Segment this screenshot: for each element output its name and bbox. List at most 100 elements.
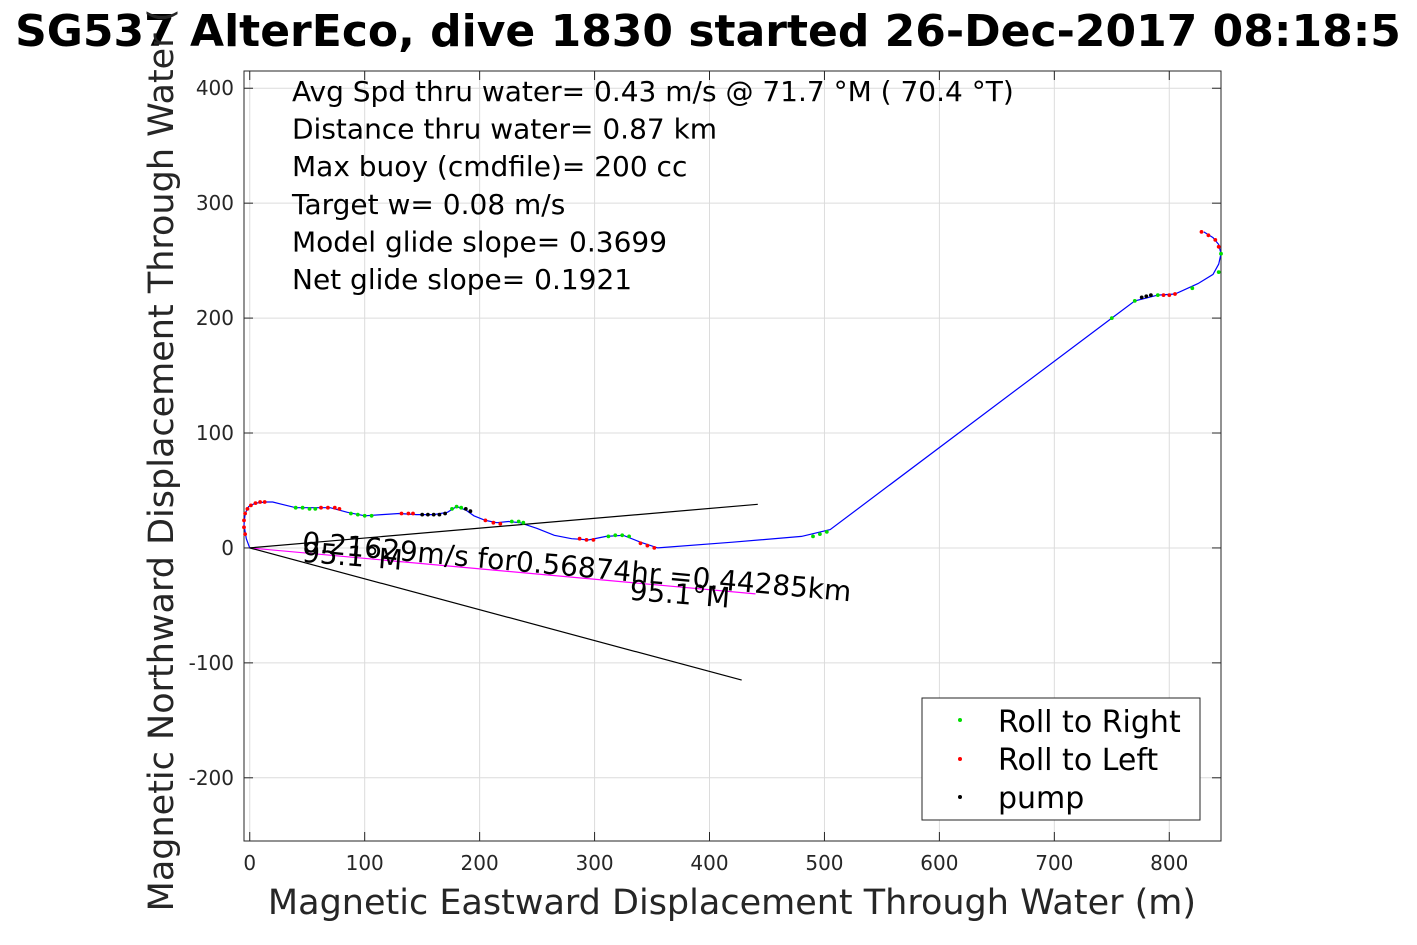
marker-roll-right bbox=[613, 533, 618, 538]
plot-area bbox=[243, 70, 1222, 842]
legend-roll-right-marker bbox=[958, 718, 962, 722]
marker-pump bbox=[1149, 293, 1153, 297]
y-tick-label: 200 bbox=[196, 306, 234, 330]
marker-roll-left bbox=[483, 518, 488, 523]
marker-pump bbox=[431, 512, 436, 517]
legend-roll-left-marker bbox=[958, 757, 962, 761]
marker-roll-left bbox=[406, 511, 411, 516]
x-tick-label: 800 bbox=[1150, 851, 1188, 875]
y-tick-label: 300 bbox=[196, 191, 234, 215]
marker-roll-left bbox=[652, 546, 657, 550]
marker-roll-right bbox=[818, 532, 822, 536]
marker-roll-left bbox=[1206, 233, 1211, 238]
marker-roll-right bbox=[300, 505, 305, 510]
marker-roll-left bbox=[262, 500, 267, 504]
marker-roll-left bbox=[1161, 293, 1166, 297]
y-tick-label: -200 bbox=[189, 766, 234, 790]
x-tick-label: 100 bbox=[346, 851, 384, 875]
marker-roll-left bbox=[249, 503, 253, 508]
x-tick-label: 400 bbox=[690, 851, 728, 875]
x-axis-label: Magnetic Eastward Displacement Through W… bbox=[268, 883, 1196, 923]
marker-roll-right bbox=[459, 505, 464, 510]
series-projected-track bbox=[249, 547, 756, 595]
marker-pump bbox=[1144, 294, 1149, 299]
stats-text: Avg Spd thru water= 0.43 m/s @ 71.7 °M (… bbox=[291, 75, 1014, 296]
marker-roll-right bbox=[307, 507, 312, 511]
marker-roll-left bbox=[337, 507, 342, 511]
marker-roll-left bbox=[498, 521, 503, 526]
legend-roll-right-label: Roll to Right bbox=[998, 705, 1181, 740]
y-tick-label: 100 bbox=[196, 421, 234, 445]
marker-roll-right bbox=[627, 534, 631, 539]
marker-roll-right bbox=[349, 511, 353, 516]
marker-roll-left bbox=[326, 505, 330, 510]
marker-roll-left bbox=[645, 543, 650, 548]
marker-roll-right bbox=[355, 512, 360, 517]
marker-roll-left bbox=[399, 511, 404, 516]
marker-pump bbox=[463, 507, 468, 511]
marker-roll-left bbox=[1173, 292, 1177, 296]
marker-pump bbox=[420, 512, 425, 517]
marker-pump bbox=[468, 509, 473, 514]
legend-pump-label: pump bbox=[998, 781, 1084, 816]
marker-roll-left bbox=[1216, 244, 1221, 249]
marker-roll-right bbox=[811, 534, 815, 539]
x-ticks: 0 100 200 300 400 500 600 700 800 bbox=[243, 71, 1188, 875]
marker-roll-right bbox=[1132, 299, 1137, 303]
y-tick-label: 0 bbox=[221, 536, 234, 560]
marker-roll-right bbox=[1190, 286, 1195, 291]
marker-roll-right bbox=[1155, 293, 1160, 297]
marker-roll-right bbox=[293, 505, 298, 510]
marker-pump bbox=[437, 512, 442, 517]
x-tick-label: 700 bbox=[1035, 851, 1073, 875]
marker-roll-left bbox=[638, 541, 643, 546]
marker-roll-left bbox=[577, 536, 582, 541]
x-tick-label: 0 bbox=[243, 851, 256, 875]
marker-roll-left bbox=[591, 538, 596, 542]
stats-line: Target w= 0.08 m/s bbox=[291, 188, 565, 221]
y-tick-label: 400 bbox=[196, 76, 234, 100]
marker-roll-left bbox=[411, 511, 415, 516]
stats-line: Max buoy (cmdfile)= 200 cc bbox=[292, 150, 687, 183]
legend-pump-marker bbox=[958, 795, 962, 799]
chart-title: SG537 AlterEco, dive 1830 started 26-Dec… bbox=[15, 6, 1401, 57]
marker-roll-left bbox=[319, 505, 323, 510]
marker-roll-left bbox=[243, 532, 248, 536]
marker-roll-right bbox=[606, 534, 611, 539]
marker-roll-left bbox=[1213, 238, 1218, 242]
marker-roll-left bbox=[242, 525, 246, 530]
stats-line: Model glide slope= 0.3699 bbox=[292, 225, 667, 258]
data-layer bbox=[242, 230, 1223, 681]
series-wedge-line bbox=[249, 503, 758, 549]
grid bbox=[244, 71, 1221, 841]
track-annotation: 95.1°M bbox=[628, 574, 731, 615]
track-annotation: 95.1°M bbox=[301, 536, 404, 577]
marker-roll-right bbox=[313, 507, 318, 511]
x-tick-label: 300 bbox=[575, 851, 613, 875]
x-tick-label: 600 bbox=[920, 851, 958, 875]
marker-roll-left bbox=[1199, 230, 1204, 234]
marker-roll-right bbox=[450, 507, 454, 511]
marker-roll-right bbox=[521, 520, 526, 525]
marker-roll-right bbox=[1219, 251, 1223, 256]
marker-roll-left bbox=[245, 507, 250, 511]
marker-roll-right bbox=[1216, 270, 1221, 274]
marker-roll-left bbox=[491, 520, 496, 525]
marker-roll-left bbox=[584, 538, 589, 542]
marker-roll-right bbox=[509, 519, 514, 524]
marker-pump bbox=[443, 511, 447, 516]
marker-roll-right bbox=[362, 513, 367, 518]
marker-roll-right bbox=[824, 530, 829, 534]
legend: Roll to Right Roll to Left pump bbox=[921, 697, 1201, 821]
series-track bbox=[243, 231, 1222, 549]
marker-roll-right bbox=[369, 513, 374, 518]
marker-roll-right bbox=[1109, 316, 1114, 320]
stats-line: Distance thru water= 0.87 km bbox=[292, 113, 717, 146]
marker-pump bbox=[1139, 295, 1144, 300]
legend-box bbox=[921, 697, 1201, 821]
stats-line: Avg Spd thru water= 0.43 m/s @ 71.7 °M (… bbox=[292, 75, 1014, 108]
marker-roll-left bbox=[1167, 293, 1172, 297]
y-axis-label: Magnetic Northward Displacement Through … bbox=[142, 9, 182, 912]
marker-roll-left bbox=[242, 518, 246, 523]
marker-roll-left bbox=[243, 511, 248, 516]
